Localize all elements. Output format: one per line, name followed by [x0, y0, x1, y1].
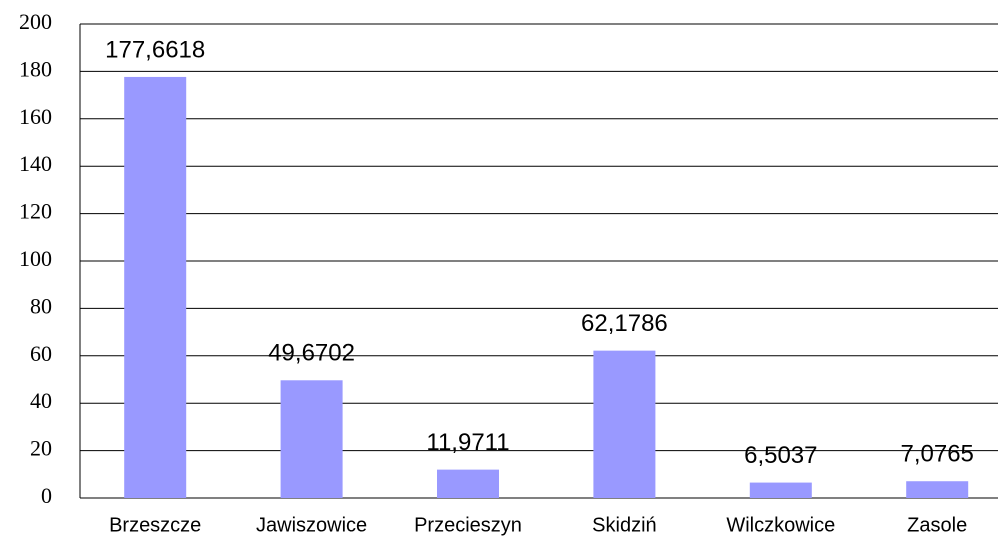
y-tick-label: 20 — [30, 436, 52, 461]
bar — [593, 350, 656, 498]
bar — [437, 469, 499, 498]
value-label: 11,9711 — [426, 429, 509, 456]
y-tick-label: 160 — [19, 104, 52, 129]
value-label: 62,1786 — [581, 310, 668, 337]
value-label: 6,5037 — [744, 442, 817, 469]
y-tick-label: 60 — [30, 341, 52, 366]
y-tick-label: 200 — [19, 9, 52, 34]
x-tick-label: Zasole — [907, 514, 967, 536]
y-tick-label: 0 — [41, 483, 52, 508]
y-tick-label: 140 — [19, 151, 52, 176]
y-tick-label: 180 — [19, 56, 52, 81]
bar — [280, 380, 343, 498]
x-tick-label: Przecieszyn — [414, 514, 522, 536]
value-label: 49,6702 — [268, 340, 355, 367]
y-tick-label: 100 — [19, 246, 52, 271]
value-label: 7,0765 — [900, 441, 973, 468]
x-tick-label: Skidziń — [592, 514, 656, 536]
value-label: 177,6618 — [105, 36, 205, 63]
x-tick-label: Jawiszowice — [256, 514, 367, 536]
x-tick-label: Wilczkowice — [726, 514, 835, 536]
bar — [906, 481, 969, 498]
y-tick-label: 40 — [30, 388, 52, 413]
y-tick-label: 120 — [19, 199, 52, 224]
bar — [124, 76, 187, 499]
bar — [749, 482, 812, 498]
y-tick-label: 80 — [30, 293, 52, 318]
x-tick-label: Brzeszcze — [109, 514, 201, 536]
